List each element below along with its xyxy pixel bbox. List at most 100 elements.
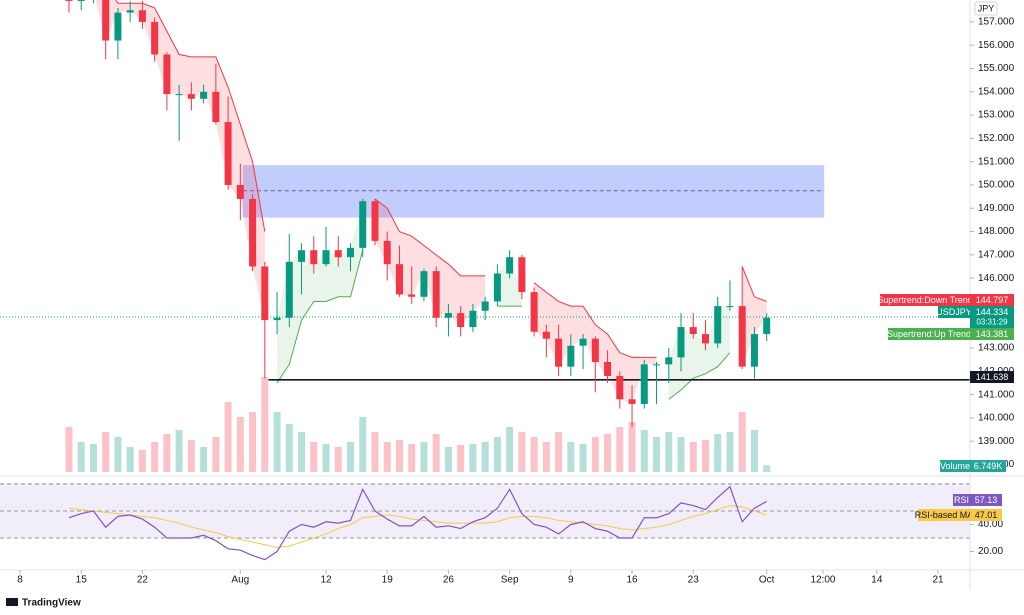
candle-body — [542, 331, 550, 339]
candle-body — [261, 266, 269, 321]
rsi-pane — [0, 483, 970, 561]
candle-body — [750, 334, 758, 367]
volume-bar — [65, 427, 73, 472]
volume-bar — [677, 437, 685, 472]
supertrend-line — [533, 282, 657, 358]
y-tick-label: 143.000 — [978, 343, 1015, 354]
rsi-name: RSI — [954, 495, 969, 505]
candle-body — [151, 21, 159, 55]
volume-bar — [689, 442, 697, 472]
candle-body — [701, 334, 709, 344]
rsi-ma-name: RSI-based MA — [915, 510, 974, 520]
rsi-tick-label: 40.00 — [978, 519, 1003, 530]
volume-name-box — [940, 460, 970, 472]
volume-bar — [701, 440, 709, 472]
supertrend-fill — [497, 257, 522, 307]
x-tick-label: 16 — [626, 575, 638, 586]
volume-bar — [126, 447, 134, 472]
candle-body — [530, 292, 538, 332]
volume-bar — [175, 430, 183, 472]
candle-body — [383, 240, 391, 265]
volume-bar — [469, 444, 477, 472]
volume-bar — [530, 437, 538, 472]
volume-bar — [212, 437, 220, 472]
volume-bar — [542, 442, 550, 472]
volume-bar — [726, 432, 734, 472]
x-tick-label: 15 — [76, 575, 88, 586]
candle-body — [212, 91, 220, 123]
supertrend-down-value: 144.797 — [976, 295, 1009, 305]
candle-body — [298, 250, 306, 262]
candle-body — [726, 306, 734, 308]
volume-bar — [285, 424, 293, 472]
candle-body — [604, 362, 612, 376]
volume-bar — [616, 427, 624, 472]
candle-body — [714, 306, 722, 344]
rsi-tick-label: 20.00 — [978, 546, 1003, 557]
candle-body — [322, 250, 330, 265]
candle-body — [126, 10, 134, 13]
support-value-box — [970, 371, 1014, 383]
y-tick-label: 148.000 — [978, 226, 1015, 237]
x-tick-label: 21 — [932, 575, 944, 586]
volume-bar — [628, 422, 636, 472]
volume-bar — [579, 444, 587, 472]
volume-bar — [750, 430, 758, 472]
logo-mark — [6, 598, 18, 606]
rsi-line — [68, 485, 767, 561]
candle-body — [334, 250, 342, 258]
volume-bar — [444, 447, 452, 472]
candle-body — [738, 306, 746, 367]
volume-bar — [506, 427, 514, 472]
candle-body — [102, 0, 110, 41]
volume-bar — [77, 442, 85, 472]
candle-body — [420, 271, 428, 297]
x-tick-label: 9 — [568, 575, 574, 586]
candle-body — [653, 364, 661, 366]
supertrend-up-name-box — [888, 328, 970, 340]
volume-bar — [236, 417, 244, 472]
y-tick-label: 156.000 — [978, 40, 1015, 51]
candle-body — [346, 247, 354, 258]
y-tick-label: 155.000 — [978, 63, 1015, 74]
candle-body — [567, 345, 575, 367]
candle-body — [371, 201, 379, 241]
y-tick-label: 149.000 — [978, 203, 1015, 214]
support-value: 141.638 — [976, 372, 1009, 382]
y-tick-label: 153.000 — [978, 110, 1015, 121]
x-tick-label: Sep — [501, 575, 519, 586]
brand: TradingView — [22, 598, 81, 609]
y-tick-label: 157.000 — [978, 17, 1015, 28]
volume-bar — [298, 432, 306, 472]
price-pane — [0, 0, 970, 472]
volume-bar — [187, 440, 195, 472]
volume-bar — [432, 434, 440, 472]
volume-bar — [346, 442, 354, 472]
volume-bar — [714, 434, 722, 472]
supertrend-line — [668, 352, 731, 400]
currency-box — [974, 1, 998, 16]
candle-body — [444, 313, 452, 318]
supertrend-line — [741, 266, 767, 302]
y-tick-label: 141.000 — [978, 389, 1015, 400]
rsi-ma-value-box — [970, 509, 1002, 521]
last-price: 144.334 — [976, 307, 1009, 317]
candle-body — [493, 273, 501, 302]
candle-body — [77, 0, 85, 1]
candle-body — [616, 375, 624, 400]
rsi-ma-value: 47.01 — [975, 510, 998, 520]
rsi-value-box — [970, 494, 1002, 506]
candle-body — [114, 12, 122, 41]
x-tick-label: 12:00 — [810, 575, 835, 586]
volume-bar — [334, 447, 342, 472]
volume-bar — [738, 412, 746, 472]
rsi-ma-name-box — [918, 509, 970, 521]
x-tick-label: 23 — [688, 575, 700, 586]
x-tick-label: 26 — [443, 575, 455, 586]
supertrend-line — [374, 198, 486, 277]
supertrend-up-value-box — [970, 328, 1014, 340]
candle-body — [249, 198, 257, 267]
candle-body — [457, 313, 465, 328]
candle-body — [236, 184, 244, 199]
